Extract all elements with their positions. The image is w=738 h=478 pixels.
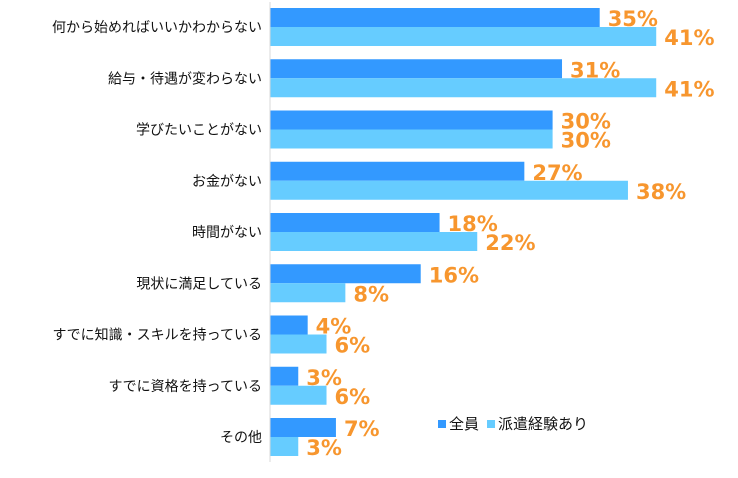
bar-dispatch — [270, 27, 657, 46]
legend-swatch — [487, 420, 496, 428]
data-label: 7% — [344, 417, 380, 441]
data-label: 8% — [353, 282, 389, 306]
bar-dispatch — [270, 232, 478, 251]
data-label: 38% — [636, 180, 686, 204]
category-label: 現状に満足している — [136, 276, 262, 292]
data-label: 30% — [561, 110, 611, 134]
data-label: 16% — [429, 263, 479, 287]
data-label: 22% — [485, 231, 535, 255]
bar-dispatch — [270, 385, 327, 405]
bar-all — [270, 59, 563, 79]
legend-label: 全員 — [449, 415, 479, 433]
bar-dispatch — [270, 129, 553, 149]
bar-all — [270, 161, 525, 181]
bar-all — [270, 315, 308, 335]
data-label: 3% — [306, 436, 342, 460]
bar-all — [270, 418, 336, 437]
bar-dispatch — [270, 437, 299, 456]
bar-dispatch — [270, 334, 327, 354]
category-label: お金がない — [192, 174, 262, 190]
category-label: 給与・待遇が変わらない — [108, 70, 262, 87]
data-label: 6% — [335, 334, 371, 358]
data-label: 41% — [664, 77, 714, 101]
bar-all — [270, 110, 553, 130]
bar-all — [270, 8, 600, 27]
category-label: その他 — [220, 430, 262, 446]
data-label: 6% — [335, 385, 371, 409]
category-label: 時間がない — [192, 225, 262, 241]
category-label: 学びたいことがない — [136, 123, 262, 139]
bar-dispatch — [270, 78, 657, 98]
category-label: すでに知識・スキルを持っている — [53, 327, 262, 344]
bar-all — [270, 213, 440, 232]
data-label: 41% — [664, 26, 714, 50]
bar-all — [270, 264, 421, 284]
category-label: 何から始めればいいかわからない — [52, 20, 262, 36]
bar-dispatch — [270, 180, 628, 200]
bar-dispatch — [270, 283, 346, 303]
bar-all — [270, 366, 299, 386]
data-label: 30% — [561, 129, 611, 153]
category-label: すでに資格を持っている — [109, 379, 262, 395]
legend-label: 派遣経験あり — [498, 415, 588, 433]
legend-swatch — [438, 420, 446, 428]
